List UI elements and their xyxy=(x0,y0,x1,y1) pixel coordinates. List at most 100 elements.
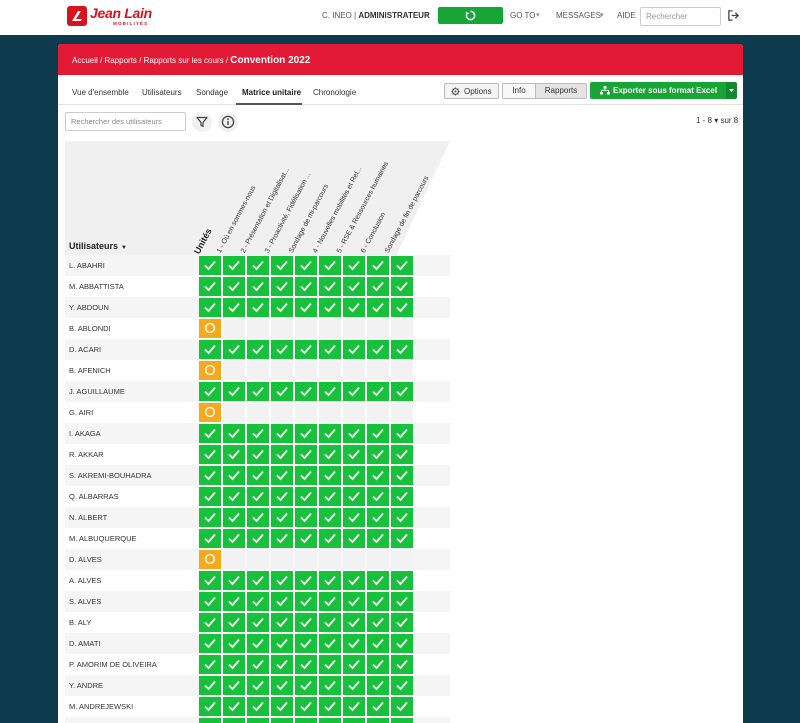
status-cell-completed[interactable] xyxy=(367,445,389,464)
messages-menu[interactable]: MESSAGES xyxy=(556,11,601,20)
status-cell-completed[interactable] xyxy=(319,655,341,674)
status-cell-completed[interactable] xyxy=(367,676,389,695)
status-cell-completed[interactable] xyxy=(247,676,269,695)
status-cell-completed[interactable] xyxy=(295,571,317,590)
user-name-link[interactable]: Y. ANDRE xyxy=(69,681,104,690)
status-cell-completed[interactable] xyxy=(319,487,341,506)
status-cell-completed[interactable] xyxy=(319,697,341,716)
user-name-link[interactable]: Y. ABDOUN xyxy=(69,303,109,312)
status-cell-completed[interactable] xyxy=(367,340,389,359)
status-cell-completed[interactable] xyxy=(199,655,221,674)
status-cell-completed[interactable] xyxy=(319,571,341,590)
status-cell-completed[interactable] xyxy=(247,256,269,275)
status-cell-completed[interactable] xyxy=(295,718,317,723)
status-cell-completed[interactable] xyxy=(271,571,293,590)
user-name-link[interactable]: M. ABBATTISTA xyxy=(69,282,124,291)
status-cell-completed[interactable] xyxy=(343,529,365,548)
user-name-link[interactable]: I. AKAGA xyxy=(69,429,101,438)
status-cell-completed[interactable] xyxy=(319,277,341,296)
status-cell-completed[interactable] xyxy=(367,529,389,548)
status-cell-completed[interactable] xyxy=(271,613,293,632)
user-name-link[interactable]: B. ABLONDI xyxy=(69,324,111,333)
status-cell-completed[interactable] xyxy=(199,613,221,632)
status-cell-completed[interactable] xyxy=(247,382,269,401)
status-cell-completed[interactable] xyxy=(199,634,221,653)
user-name-link[interactable]: D. AMATI xyxy=(69,639,101,648)
users-column-header[interactable]: Utilisateurs ▼ xyxy=(69,241,127,251)
status-cell-completed[interactable] xyxy=(247,298,269,317)
status-cell-completed[interactable] xyxy=(223,613,245,632)
status-cell-completed[interactable] xyxy=(271,424,293,443)
status-cell-in-progress[interactable] xyxy=(199,361,221,380)
status-cell-completed[interactable] xyxy=(271,382,293,401)
status-cell-completed[interactable] xyxy=(295,256,317,275)
status-cell-completed[interactable] xyxy=(343,613,365,632)
status-cell-completed[interactable] xyxy=(247,508,269,527)
status-cell-completed[interactable] xyxy=(367,424,389,443)
refresh-button[interactable] xyxy=(438,7,503,24)
status-cell-completed[interactable] xyxy=(247,592,269,611)
status-cell-completed[interactable] xyxy=(199,676,221,695)
status-cell-completed[interactable] xyxy=(271,340,293,359)
user-menu[interactable]: C. INEO | ADMINISTRATEUR xyxy=(322,11,430,20)
status-cell-completed[interactable] xyxy=(343,256,365,275)
status-cell-completed[interactable] xyxy=(199,508,221,527)
status-cell-completed[interactable] xyxy=(271,487,293,506)
status-cell-completed[interactable] xyxy=(295,382,317,401)
status-cell-completed[interactable] xyxy=(247,613,269,632)
status-cell-completed[interactable] xyxy=(247,655,269,674)
tab-timeline[interactable]: Chronologie xyxy=(313,88,357,97)
user-name-link[interactable]: L. ABAHRI xyxy=(69,261,105,270)
user-name-link[interactable]: N. ALBERT xyxy=(69,513,108,522)
status-cell-completed[interactable] xyxy=(295,340,317,359)
status-cell-completed[interactable] xyxy=(223,529,245,548)
user-name-link[interactable]: P. AMORIM DE OLIVEIRA xyxy=(69,660,157,669)
status-cell-completed[interactable] xyxy=(271,256,293,275)
status-cell-completed[interactable] xyxy=(367,634,389,653)
status-cell-completed[interactable] xyxy=(199,340,221,359)
status-cell-completed[interactable] xyxy=(223,634,245,653)
user-name-link[interactable]: S. AKREMI-BOUHADRA xyxy=(69,471,152,480)
status-cell-completed[interactable] xyxy=(391,571,413,590)
status-cell-completed[interactable] xyxy=(199,298,221,317)
status-cell-completed[interactable] xyxy=(271,466,293,485)
status-cell-completed[interactable] xyxy=(295,613,317,632)
status-cell-completed[interactable] xyxy=(319,508,341,527)
status-cell-completed[interactable] xyxy=(319,676,341,695)
user-name-link[interactable]: J. AGUILLAUME xyxy=(69,387,125,396)
status-cell-completed[interactable] xyxy=(223,256,245,275)
user-search-input[interactable] xyxy=(65,112,186,131)
user-name-link[interactable]: M. ANDREJEWSKI xyxy=(69,702,134,711)
breadcrumb-path[interactable]: Accueil / Rapports / Rapports sur les co… xyxy=(72,56,229,65)
status-cell-completed[interactable] xyxy=(271,634,293,653)
status-cell-completed[interactable] xyxy=(199,445,221,464)
status-cell-completed[interactable] xyxy=(295,487,317,506)
status-cell-completed[interactable] xyxy=(367,298,389,317)
status-cell-completed[interactable] xyxy=(367,592,389,611)
status-cell-completed[interactable] xyxy=(391,634,413,653)
rapports-button[interactable]: Rapports xyxy=(535,83,587,99)
status-cell-completed[interactable] xyxy=(223,277,245,296)
status-cell-completed[interactable] xyxy=(343,676,365,695)
status-cell-completed[interactable] xyxy=(367,256,389,275)
status-cell-completed[interactable] xyxy=(247,697,269,716)
status-cell-completed[interactable] xyxy=(343,571,365,590)
status-cell-completed[interactable] xyxy=(319,634,341,653)
status-cell-completed[interactable] xyxy=(223,487,245,506)
status-cell-completed[interactable] xyxy=(295,529,317,548)
status-cell-completed[interactable] xyxy=(343,592,365,611)
global-search-input[interactable] xyxy=(640,7,721,26)
status-cell-completed[interactable] xyxy=(295,508,317,527)
status-cell-completed[interactable] xyxy=(319,424,341,443)
user-name-link[interactable]: Q. ALBARRAS xyxy=(69,492,119,501)
status-cell-completed[interactable] xyxy=(223,718,245,723)
status-cell-in-progress[interactable] xyxy=(199,319,221,338)
options-button[interactable]: Options xyxy=(444,83,499,99)
status-cell-completed[interactable] xyxy=(223,697,245,716)
status-cell-completed[interactable] xyxy=(271,529,293,548)
status-cell-completed[interactable] xyxy=(295,298,317,317)
tab-overview[interactable]: Vue d'ensemble xyxy=(72,88,129,97)
help-link[interactable]: AIDE xyxy=(617,11,636,20)
status-cell-completed[interactable] xyxy=(247,424,269,443)
brand-logo[interactable]: Jean Lain MOBILITÉS xyxy=(67,4,167,30)
